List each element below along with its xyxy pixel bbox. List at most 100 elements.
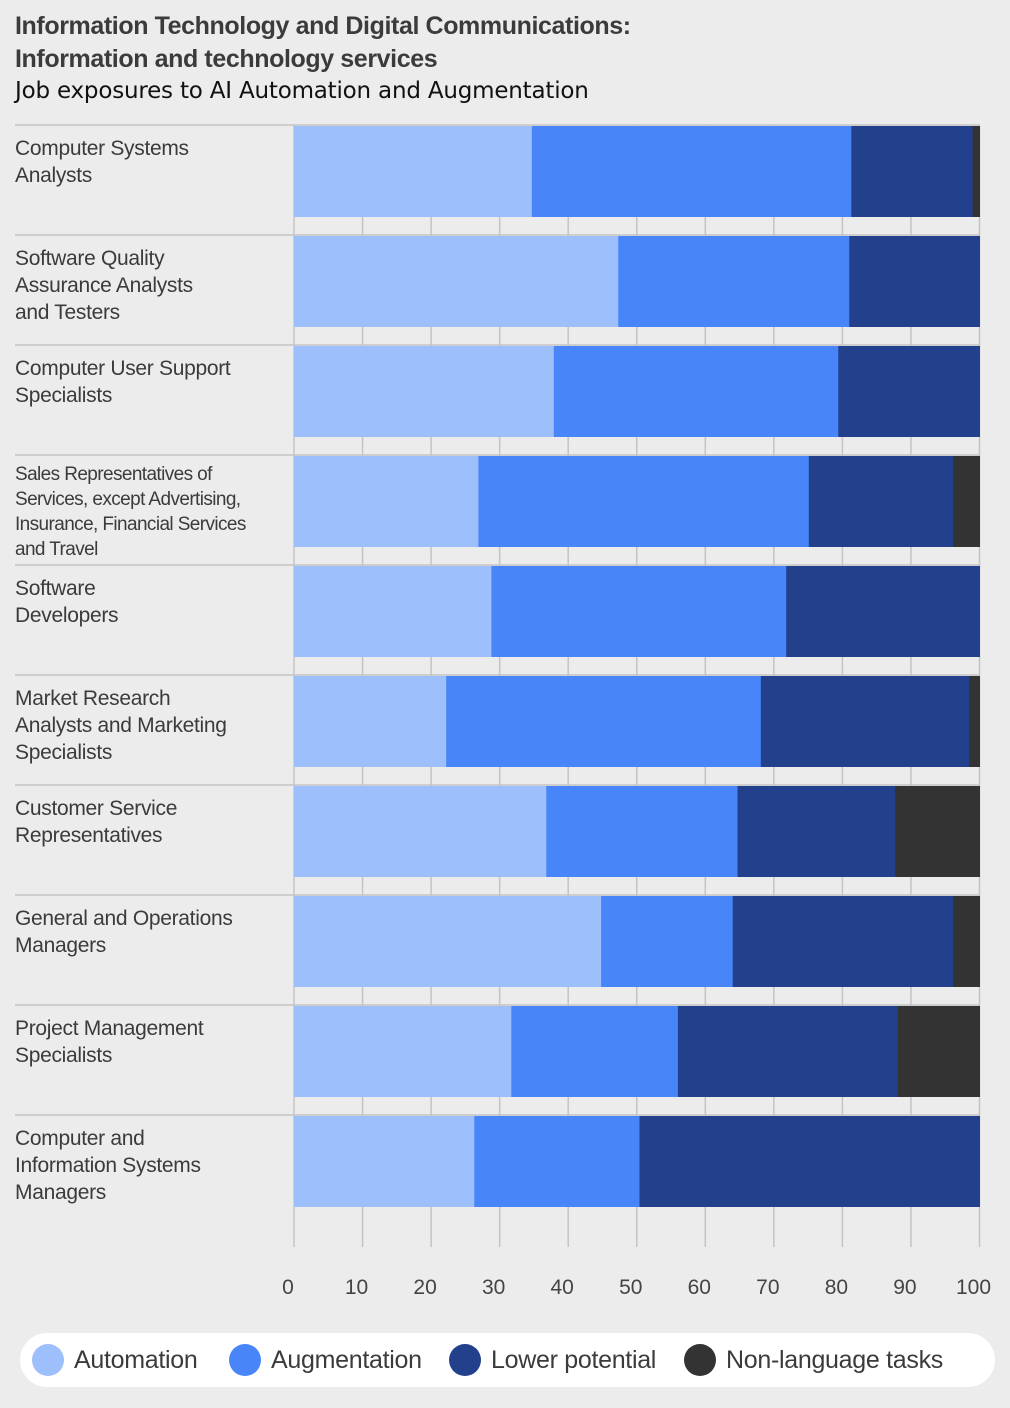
category-label-line: Software [15,577,96,600]
x-tick-label: 20 [413,1276,437,1299]
bar-segment-automation: General and Operations Managers — Automa… [294,896,602,987]
bar-segment-augmentation: Customer Service Representatives — Augme… [546,786,739,877]
bar-segment-non-language-tasks: Sales Representatives of Services, excep… [953,456,980,547]
chart-title: Information Technology and Digital Commu… [15,10,631,76]
bar-segment-automation: Software Quality Assurance Analysts and … [294,236,619,327]
category-label: Customer Service Representatives [15,795,285,849]
bar-segment-automation: Market Research Analysts and Marketing S… [294,676,447,767]
legend-label: Lower potential [491,1345,657,1374]
legend-label: Augmentation [271,1345,422,1374]
bar-segment-augmentation: Sales Representatives of Services, excep… [478,456,810,547]
category-label-line: Computer and [15,1127,145,1150]
category-label: Computer User Support Specialists [15,355,285,409]
category-label-line: Managers [15,934,106,957]
category-label-line: Analysts and Marketing [15,714,227,737]
category-label: Software Developers [15,575,285,629]
category-label-line: and Testers [15,301,120,324]
bar-segment-lower-potential: Market Research Analysts and Marketing S… [760,676,970,767]
bar-segment-lower-potential: Software Quality Assurance Analysts and … [849,236,980,327]
chart-title-line-2: Information and technology services [15,45,438,73]
bar-segment-augmentation: General and Operations Managers — Augmen… [601,896,734,987]
chart-title-line-1: Information Technology and Digital Commu… [15,12,631,40]
category-label: General and Operations Managers [15,905,285,959]
bar-segment-augmentation: Market Research Analysts and Marketing S… [446,676,762,767]
x-tick-label: 0 [282,1276,294,1299]
category-label-line: Specialists [15,741,113,764]
bar-segment-lower-potential: Computer User Support Specialists — Lowe… [838,346,980,437]
category-label-line: Computer Systems [15,137,189,160]
category-label-line: General and Operations [15,907,233,930]
category-label-line: Sales Representatives of [15,464,212,485]
legend-item-augmentation[interactable]: Augmentation [229,1333,422,1387]
bar-segment-lower-potential: Project Management Specialists — Lower p… [677,1006,899,1097]
chart-subtitle: Job exposures to AI Automation and Augme… [15,78,589,104]
category-label: Sales Representatives of Services, except… [15,462,285,562]
category-label: Computer Systems Analysts [15,135,285,189]
category-label-line: Insurance, Financial Services [15,514,246,535]
category-label-line: Managers [15,1181,106,1204]
x-tick-label: 80 [824,1276,849,1299]
category-label-line: Specialists [15,384,113,407]
category-label-line: Project Management [15,1017,204,1040]
legend-item-automation[interactable]: Automation [32,1333,198,1387]
bar-segment-lower-potential: Computer and Information Systems Manager… [639,1116,980,1207]
legend-swatch-non-language-tasks-icon [684,1344,716,1376]
x-tick-label: 40 [550,1276,574,1299]
stacked-bar-chart: Computer Systems Analysts — Automation: … [15,124,981,1247]
bar-segment-automation: Computer and Information Systems Manager… [294,1116,475,1207]
bar-segment-automation: Project Management Specialists — Automat… [294,1006,512,1097]
bar-segment-augmentation: Computer User Support Specialists — Augm… [553,346,839,437]
bar-segment-lower-potential: Computer Systems Analysts — Lower potent… [851,126,974,217]
bar-segment-non-language-tasks: Customer Service Representatives — Non-l… [895,786,980,877]
category-label-line: Analysts [15,164,92,187]
category-label: Computer and Information Systems Managers [15,1125,285,1206]
bar-segment-automation: Sales Representatives of Services, excep… [294,456,479,547]
category-label-line: Market Research [15,687,171,710]
x-tick-label: 30 [481,1276,506,1299]
bar-segment-augmentation: Software Quality Assurance Analysts and … [618,236,850,327]
bar-segment-lower-potential: General and Operations Managers — Lower … [732,896,954,987]
category-label-line: Computer User Support [15,357,231,380]
legend-item-non-language-tasks[interactable]: Non-language tasks [684,1333,943,1387]
category-label-line: Services, except Advertising, [15,489,241,510]
x-tick-label: 90 [893,1276,917,1299]
category-label: Software Quality Assurance Analysts and Te… [15,245,285,326]
bar-segment-augmentation: Computer Systems Analysts — Augmentation… [531,126,852,217]
x-tick-label: 10 [344,1276,369,1299]
x-tick-label: 70 [756,1276,780,1299]
legend-swatch-augmentation-icon [229,1344,261,1376]
x-tick-label: 50 [619,1276,643,1299]
category-label-line: and Travel [15,539,98,560]
legend-swatch-lower-potential-icon [449,1344,481,1376]
category-label-line: Customer Service [15,797,178,820]
bar-segment-augmentation: Software Developers — Augmentation: 43 [491,566,787,657]
x-tick-label: 60 [687,1276,711,1299]
category-label-line: Information Systems [15,1154,201,1177]
bar-segment-lower-potential: Sales Representatives of Services, excep… [808,456,954,547]
bar-segment-non-language-tasks: Market Research Analysts and Marketing S… [969,676,980,767]
category-label: Market Research Analysts and Marketing Spe… [15,685,285,766]
legend: Automation Augmentation Lower potential … [20,1333,995,1387]
bar-segment-automation: Software Developers — Automation: 28.8 [294,566,492,657]
bar-segment-augmentation: Computer and Information Systems Manager… [474,1116,640,1207]
category-label-line: Assurance Analysts [15,274,193,297]
bar-segment-automation: Computer Systems Analysts — Automation: … [294,126,533,217]
bar-segment-automation: Customer Service Representatives — Autom… [294,786,547,877]
x-tick-label: 100 [955,1276,992,1299]
bar-segment-augmentation: Project Management Specialists — Augment… [511,1006,679,1097]
legend-item-lower-potential[interactable]: Lower potential [449,1333,656,1387]
bar-segment-lower-potential: Software Developers — Lower potential: 2… [786,566,980,657]
category-label-line: Specialists [15,1044,113,1067]
bar-segment-automation: Computer User Support Specialists — Auto… [294,346,555,437]
category-label-line: Software Quality [15,247,165,270]
bar-segment-non-language-tasks: Project Management Specialists — Non-lan… [897,1006,980,1097]
legend-label: Non-language tasks [726,1345,943,1374]
bar-segment-non-language-tasks: Computer Systems Analysts — Non-language… [972,126,980,217]
category-label: Project Management Specialists [15,1015,285,1069]
legend-label: Automation [74,1345,198,1374]
legend-swatch-automation-icon [32,1344,64,1376]
category-label-line: Developers [15,604,119,627]
category-label-line: Representatives [15,824,163,847]
bar-segment-lower-potential: Customer Service Representatives — Lower… [737,786,896,877]
bar-segment-non-language-tasks: General and Operations Managers — Non-la… [953,896,980,987]
